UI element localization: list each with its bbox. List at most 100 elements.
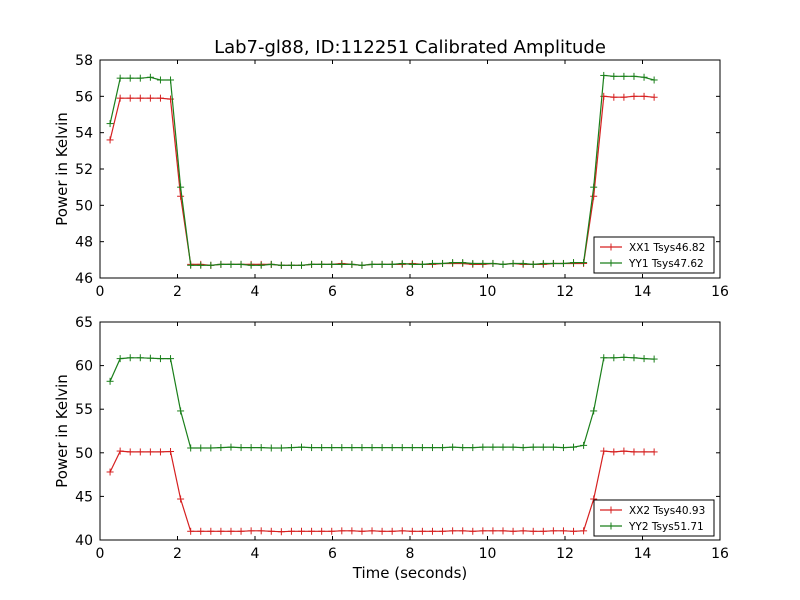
y-axis-label: Power in Kelvin <box>53 112 71 226</box>
data-point-marker <box>308 444 316 452</box>
data-point-marker <box>368 444 376 452</box>
data-point-marker <box>650 93 658 101</box>
data-point-marker <box>257 527 265 535</box>
data-point-marker <box>106 120 114 128</box>
data-point-marker <box>187 261 195 269</box>
data-point-marker <box>298 443 305 451</box>
data-point-marker <box>469 527 477 535</box>
y-tick-label: 48 <box>75 235 93 251</box>
data-point-marker <box>348 444 356 452</box>
data-point-marker <box>197 527 205 535</box>
x-tick-label: 14 <box>634 546 652 562</box>
data-point-marker <box>348 260 356 268</box>
data-point-marker <box>469 444 477 452</box>
data-point-marker <box>539 527 547 535</box>
data-point-marker <box>620 447 628 455</box>
data-point-marker <box>499 527 507 535</box>
legend-label: XX1 Tsys46.82 <box>629 242 705 254</box>
data-point-marker <box>217 527 225 535</box>
data-point-marker <box>167 355 175 363</box>
data-point-marker <box>177 183 185 191</box>
x-tick-label: 4 <box>251 546 260 562</box>
x-tick-label: 12 <box>556 284 574 300</box>
data-point-marker <box>459 527 467 535</box>
data-point-marker <box>287 261 295 269</box>
data-point-marker <box>156 355 164 363</box>
data-point-marker <box>227 527 235 535</box>
data-point-marker <box>146 94 154 102</box>
data-point-marker <box>610 72 618 80</box>
data-point-marker <box>610 354 618 362</box>
data-point-marker <box>116 74 124 82</box>
data-point-marker <box>509 527 517 535</box>
data-point-marker <box>549 259 557 267</box>
data-point-marker <box>277 261 285 269</box>
x-tick-label: 2 <box>173 546 182 562</box>
data-point-marker <box>156 448 164 456</box>
y-tick-label: 45 <box>75 489 93 505</box>
data-point-marker <box>610 448 618 456</box>
data-point-marker <box>398 527 406 535</box>
x-tick-label: 6 <box>328 284 337 300</box>
data-point-marker <box>167 76 175 84</box>
data-point-marker <box>247 444 255 452</box>
data-point-marker <box>106 468 114 476</box>
data-point-marker <box>217 444 225 452</box>
legend: XX1 Tsys46.82 YY1 Tsys47.62 <box>593 236 715 274</box>
data-point-marker <box>298 261 305 269</box>
data-point-marker <box>439 444 447 452</box>
data-point-marker <box>479 259 487 267</box>
y-tick-label: 54 <box>75 126 93 142</box>
data-point-marker <box>378 444 386 452</box>
data-point-marker <box>428 259 436 267</box>
data-point-marker <box>559 444 567 452</box>
data-point-marker <box>489 527 497 535</box>
x-tick-label: 12 <box>556 546 574 562</box>
data-point-marker <box>116 355 124 363</box>
bottom-plot: 0 2 4 6 8 10 12 14 16 40 45 50 55 60 65 Power in Kelvin… <box>53 315 729 582</box>
data-point-marker <box>398 444 406 452</box>
data-point-marker <box>338 444 346 452</box>
y-axis-label: Power in Kelvin <box>53 374 71 488</box>
data-point-marker <box>559 527 567 535</box>
data-point-marker <box>479 527 487 535</box>
data-point-marker <box>106 377 114 385</box>
data-point-marker <box>318 444 326 452</box>
data-point-marker <box>549 527 557 535</box>
y-tick-label: 40 <box>75 533 93 549</box>
legend-label: YY2 Tsys51.71 <box>628 521 704 533</box>
data-point-marker <box>449 259 457 267</box>
y-tick-label: 56 <box>75 89 93 105</box>
x-tick-label: 16 <box>711 284 729 300</box>
data-point-marker <box>378 260 386 268</box>
data-point-marker <box>590 407 598 415</box>
x-tick-label: 0 <box>96 546 105 562</box>
data-point-marker <box>418 527 426 535</box>
data-point-marker <box>620 72 628 80</box>
data-point-marker <box>408 260 416 268</box>
data-point-marker <box>358 444 366 452</box>
y-tick-label: 58 <box>75 53 93 69</box>
data-point-marker <box>126 94 134 102</box>
data-point-marker <box>418 444 426 452</box>
data-point-marker <box>267 527 275 535</box>
data-point-marker <box>620 93 628 101</box>
y-tick-label: 50 <box>75 198 93 214</box>
data-point-marker <box>539 259 547 267</box>
data-point-marker <box>499 443 507 451</box>
data-point-marker <box>539 443 547 451</box>
data-point-marker <box>358 527 366 535</box>
data-point-marker <box>156 76 164 84</box>
data-point-marker <box>207 444 215 452</box>
data-point-marker <box>388 444 396 452</box>
data-point-marker <box>298 527 305 535</box>
data-point-marker <box>580 527 588 535</box>
data-point-marker <box>237 260 245 268</box>
y-tick-label: 55 <box>75 402 93 418</box>
data-point-marker <box>630 92 638 100</box>
data-point-marker <box>630 354 638 362</box>
data-point-marker <box>519 527 527 535</box>
data-point-marker <box>600 354 608 362</box>
